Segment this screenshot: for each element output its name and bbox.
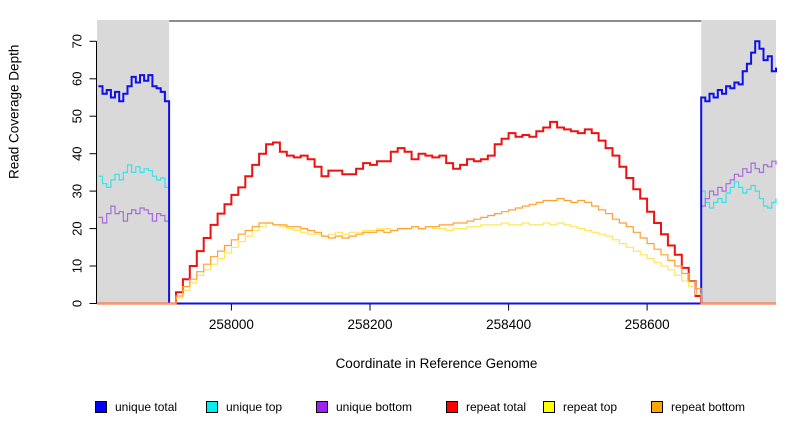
- x-tick-label-258000: 258000: [209, 317, 254, 332]
- y-tick-label-70: 70: [69, 34, 84, 48]
- legend-label: unique total: [115, 400, 178, 414]
- legend-swatch-unique-top: [206, 401, 218, 413]
- legend-swatch-unique-bottom: [316, 401, 328, 413]
- plot-legend: unique total unique top unique bottom repea…: [0, 400, 792, 416]
- y-axis-title-text: Read Coverage Depth: [6, 44, 22, 179]
- y-axis-title: Read Coverage Depth: [6, 44, 22, 179]
- legend-item-unique-top: unique top: [206, 400, 282, 414]
- x-axis-title: Coordinate in Reference Genome: [335, 356, 538, 371]
- series-line-unique-top: [98, 164, 777, 305]
- y-tick-label-40: 40: [69, 146, 84, 160]
- legend-label: repeat top: [563, 400, 618, 414]
- y-tick-label-10: 10: [69, 259, 84, 273]
- legend-item-unique-total: unique total: [95, 400, 177, 414]
- legend-item-repeat-bottom: repeat bottom: [651, 400, 745, 414]
- shaded-flank-region-right: [701, 20, 776, 304]
- x-tick-label-258600: 258600: [625, 317, 670, 332]
- legend-label: repeat total: [466, 400, 527, 414]
- legend-label: unique bottom: [336, 400, 413, 414]
- x-tick-label-258200: 258200: [347, 317, 392, 332]
- legend-label: repeat bottom: [671, 400, 746, 414]
- legend-swatch-repeat-top: [543, 401, 555, 413]
- legend-swatch-repeat-bottom: [651, 401, 663, 413]
- legend-item-repeat-top: repeat top: [543, 400, 617, 414]
- y-tick-label-0: 0: [69, 300, 84, 307]
- y-tick-label-20: 20: [69, 221, 84, 235]
- y-tick-label-30: 30: [69, 184, 84, 198]
- series-line-repeat-total: [97, 120, 776, 305]
- series-line-unique-total: [98, 40, 777, 305]
- legend-label: unique top: [226, 400, 283, 414]
- legend-swatch-repeat-total: [446, 401, 458, 413]
- legend-item-unique-bottom: unique bottom: [316, 400, 412, 414]
- x-tick-label-258400: 258400: [486, 317, 531, 332]
- legend-swatch-unique-total: [95, 401, 107, 413]
- legend-item-repeat-total: repeat total: [446, 400, 526, 414]
- y-tick-label-60: 60: [69, 72, 84, 86]
- series-line-unique-bottom: [98, 160, 777, 305]
- shaded-flank-region-left: [97, 20, 170, 304]
- y-tick-label-50: 50: [69, 109, 84, 123]
- series-line-repeat-bottom: [97, 198, 776, 305]
- series-line-repeat-top: [97, 222, 776, 305]
